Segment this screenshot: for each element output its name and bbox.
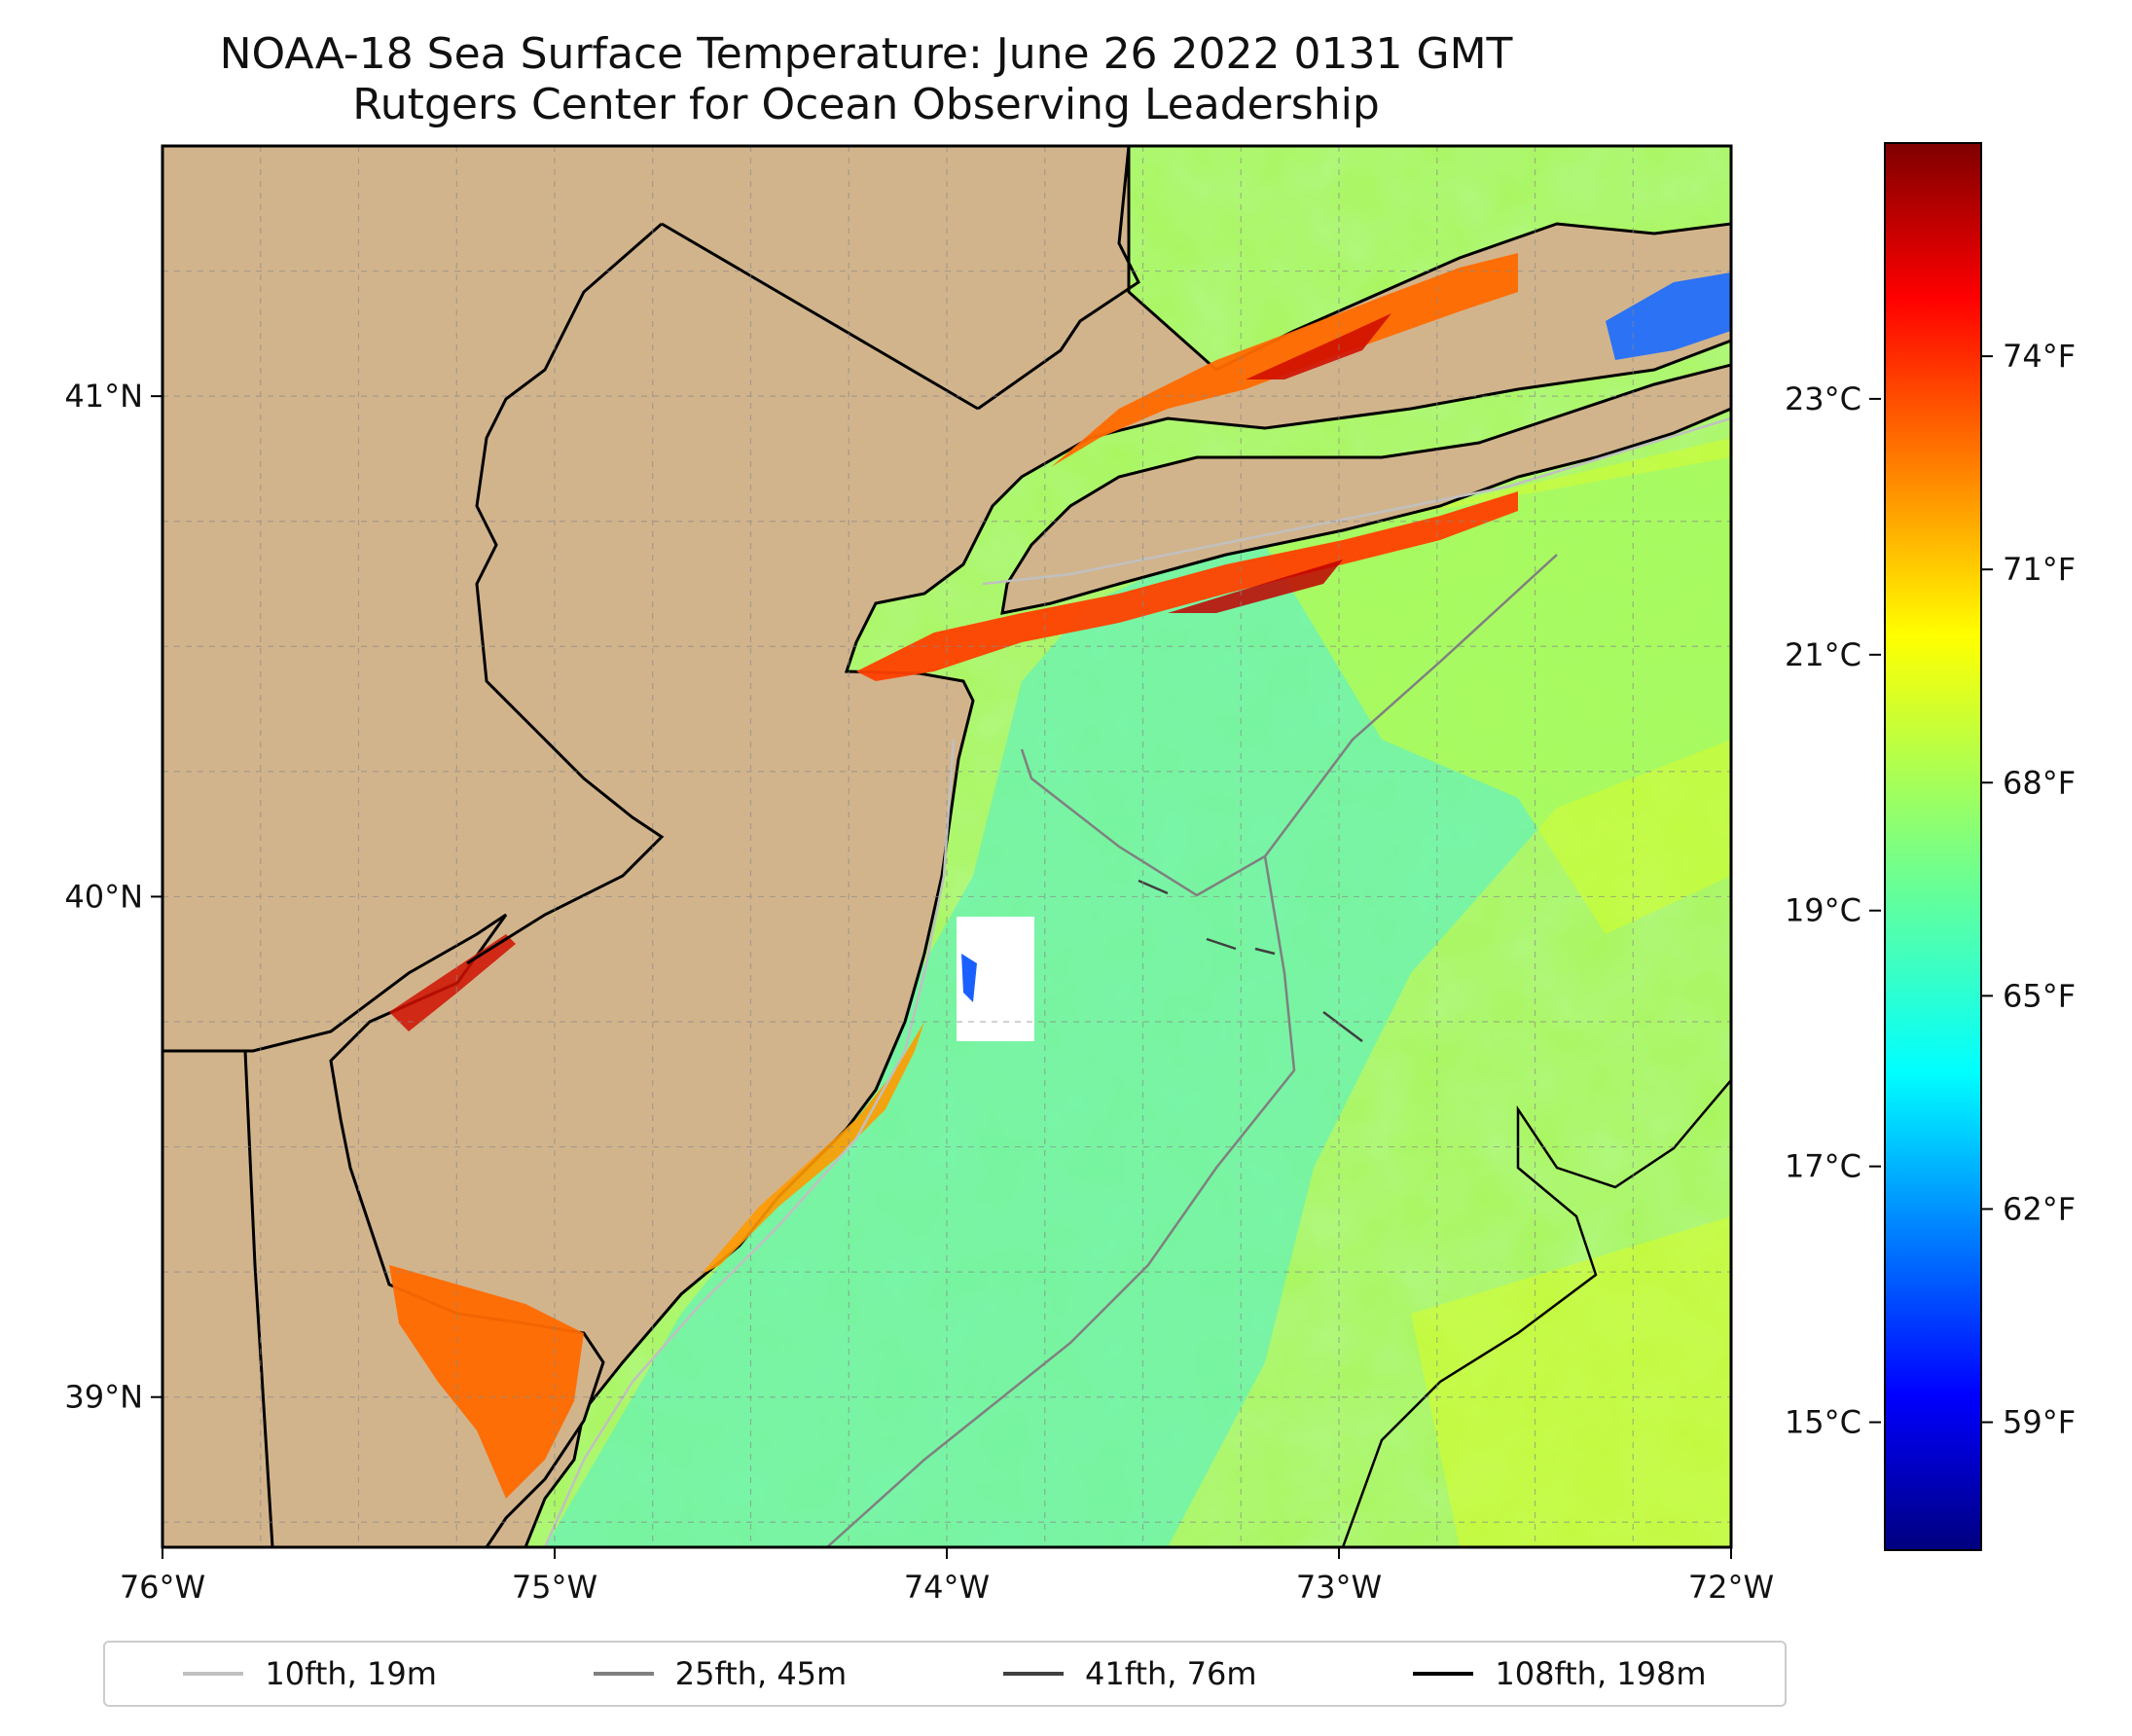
colorbar-f-tick-label: 62°F [2003,1190,2076,1227]
sst-cold-eastern-sound [1606,272,1731,360]
sst-warm-sound [1051,253,1518,467]
colorbar-f-tick-label: 74°F [2003,338,2076,375]
sst-warm-patch-south [1411,1216,1731,1547]
colorbar-celsius-ticks: 15°C 17°C 19°C 21°C 23°C [1785,380,1881,1441]
isobath-108fth [1341,1079,1731,1547]
colorbar-c-tick-label: 15°C [1785,1404,1861,1441]
lon-tick-label: 75°W [512,1569,597,1606]
sst-warm-nj-shore [701,1022,924,1275]
lon-tick-label: 73°W [1296,1569,1382,1606]
colorbar-c-tick-label: 19°C [1785,892,1861,929]
isobath-10fth [543,416,1731,1547]
legend-swatch-25fth [593,1672,654,1676]
title-line-2: Rutgers Center for Ocean Observing Leade… [352,80,1380,129]
legend-label-10fth: 10fth, 19m [265,1655,437,1692]
sst-hot-south-shore [1168,560,1343,613]
legend-swatch-41fth [1003,1672,1065,1676]
isobath-legend: 10fth, 19m 25fth, 45m 41fth, 76m 108fth,… [103,1641,1787,1707]
isobath-25fth [826,554,1558,1547]
legend-label-41fth: 41fth, 76m [1085,1655,1257,1692]
colorbar-f-tick-label: 68°F [2003,764,2076,801]
state-boundary-nj-pa [466,222,665,965]
sst-warm-bay [389,1265,584,1499]
legend-item-41fth: 41fth, 76m [1003,1655,1257,1692]
sst-hot-sound [1246,313,1391,380]
sst-warm-patch [1265,438,1731,934]
legend-swatch-10fth [183,1672,244,1676]
colorbar-c-tick-label: 21°C [1785,636,1861,673]
isobath-41fth [1138,879,1363,1042]
legend-swatch-108fth [1413,1672,1474,1676]
lat-tick-label: 41°N [64,378,143,415]
colorbar-c-tick-label: 23°C [1785,380,1861,417]
lat-tick-label: 39°N [64,1379,143,1416]
title-line-1: NOAA-18 Sea Surface Temperature: June 26… [219,29,1513,79]
lat-tick-label: 40°N [64,878,143,915]
legend-item-108fth: 108fth, 198m [1413,1655,1707,1692]
sst-map-figure: 76°W 75°W 74°W 73°W 72°W 39°N 40°N 41°N 59°F 62… [64,142,2076,1606]
sst-warm-river [389,934,516,1031]
graticule [163,146,1731,1547]
sst-cold-spot [961,954,977,1002]
colorbar-c-tick-label: 17°C [1785,1148,1861,1185]
colorbar-f-tick-label: 59°F [2003,1404,2076,1441]
colorbar-f-tick-label: 65°F [2003,977,2076,1014]
latitude-ticks: 39°N 40°N 41°N [64,378,163,1416]
legend-label-25fth: 25fth, 45m [674,1655,848,1692]
lon-tick-label: 74°W [904,1569,990,1606]
colorbar-fahrenheit-ticks: 59°F 62°F 65°F 68°F 71°F 74°F [1981,338,2076,1441]
legend-item-25fth: 25fth, 45m [593,1655,848,1692]
state-boundary-de-md [163,1049,274,1547]
map-area [163,146,1731,1547]
colorbar [1884,142,1982,1551]
sst-warm-south-shore [856,491,1518,681]
longitude-ticks: 76°W 75°W 74°W 73°W 72°W [120,1547,1774,1606]
lon-tick-label: 72°W [1688,1569,1774,1606]
lon-tick-label: 76°W [120,1569,205,1606]
colorbar-f-tick-label: 71°F [2003,551,2076,588]
legend-label-108fth: 108fth, 198m [1495,1655,1707,1692]
legend-item-10fth: 10fth, 19m [183,1655,437,1692]
state-boundary-ny-nj [661,146,1140,411]
